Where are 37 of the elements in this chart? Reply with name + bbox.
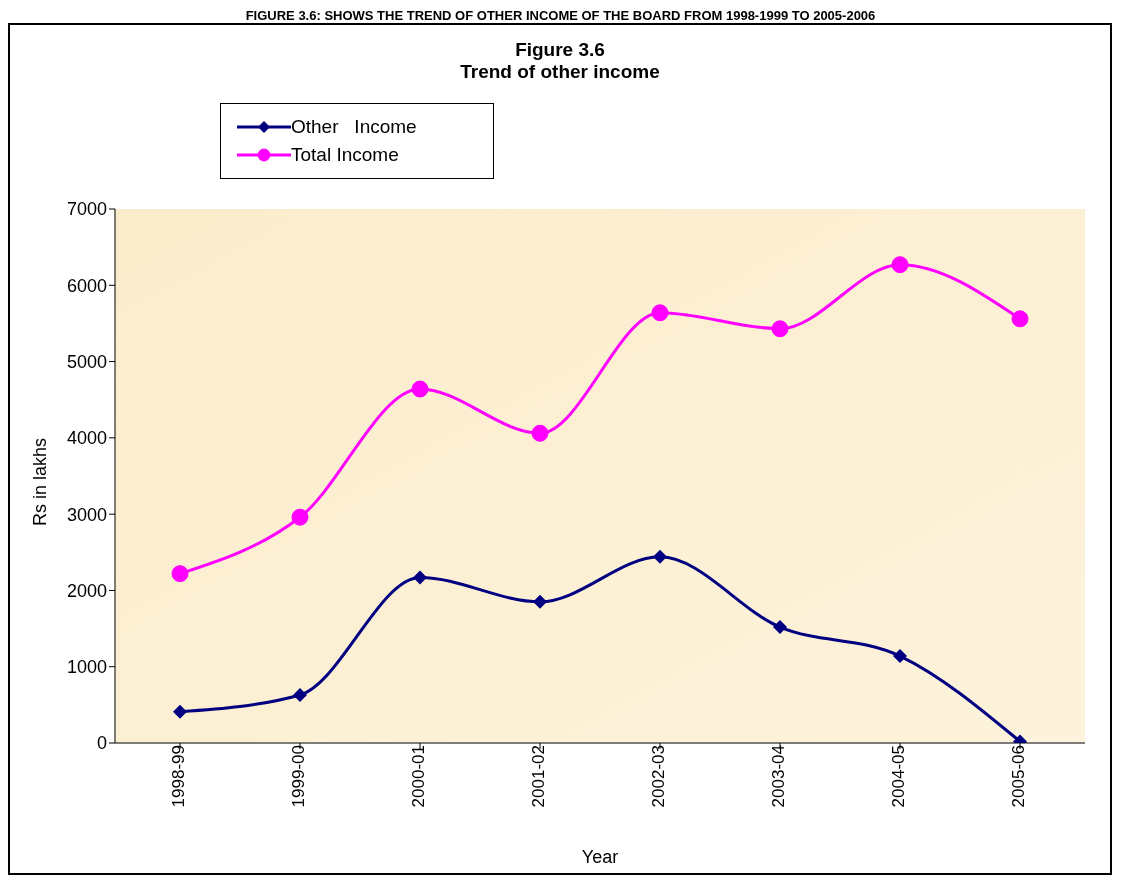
y-tick-label: 0	[96, 733, 107, 754]
legend-label: Total Income	[291, 144, 399, 166]
point	[411, 380, 429, 398]
x-tick-label: 2004-05	[889, 745, 909, 808]
point	[413, 570, 427, 585]
legend-label: Other Income	[291, 116, 417, 138]
point	[533, 594, 547, 609]
chart-title: Figure 3.6 Trend of other income	[459, 39, 661, 83]
point	[291, 508, 309, 526]
point	[651, 304, 669, 322]
point	[891, 256, 909, 274]
point	[173, 704, 187, 719]
y-tick-label: 2000	[66, 580, 107, 601]
point	[531, 424, 549, 442]
x-tick-label: 2003-04	[769, 745, 789, 808]
point	[773, 620, 787, 635]
x-tick-label: 1998-99	[169, 745, 189, 808]
point	[771, 320, 789, 338]
x-tick-label: 2001-02	[529, 745, 549, 808]
caption: FIGURE 3.6: SHOWS THE TREND OF OTHER INCOME OF THE BOARD FROM 1998-1999 TO 2005-2006	[244, 8, 877, 23]
x-tick-label: 1999-00	[289, 745, 309, 808]
x-tick-label: 2000-01	[409, 745, 429, 808]
y-tick-label: 6000	[66, 275, 107, 296]
y-tick-label: 4000	[66, 428, 107, 449]
point	[893, 649, 907, 664]
point	[293, 687, 307, 702]
y-tick-label: 5000	[66, 351, 107, 372]
point	[171, 565, 189, 583]
point	[1011, 310, 1029, 328]
x-tick-label: 2005-06	[1009, 745, 1029, 808]
x-tick-label: 2002-03	[649, 745, 669, 808]
x-axis-title: Year	[581, 847, 619, 867]
y-tick-label: 3000	[66, 504, 107, 525]
y-axis-title: Rs in lakhs	[30, 437, 51, 526]
y-tick-label: 7000	[66, 199, 107, 220]
point	[653, 549, 667, 564]
y-tick-label: 1000	[66, 657, 107, 678]
